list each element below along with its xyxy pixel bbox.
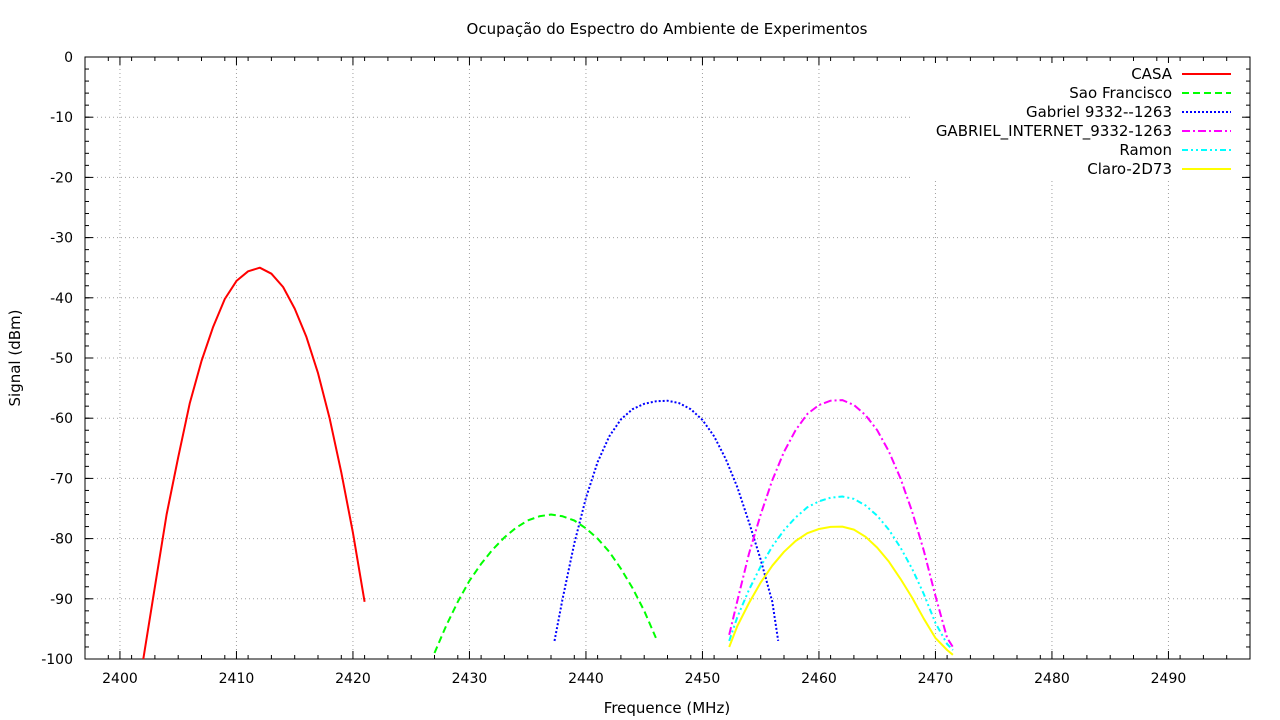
x-tick-label: 2460 [801, 671, 837, 687]
y-tick-label: -70 [50, 471, 73, 487]
series-line-5 [728, 525, 954, 656]
x-tick-label: 2440 [568, 671, 604, 687]
x-tick-label: 2450 [685, 671, 721, 687]
series-line-3 [728, 399, 954, 648]
legend-label: Gabriel 9332--1263 [1026, 103, 1172, 121]
x-tick-label: 2410 [219, 671, 255, 687]
series-lines [142, 266, 954, 660]
y-tick-label: -30 [50, 231, 73, 247]
series-line-4 [728, 495, 954, 651]
legend-background [912, 63, 1242, 180]
y-axis-title: Signal (dBm) [6, 310, 24, 407]
y-tick-label: 0 [64, 50, 73, 66]
x-tick-label: 2480 [1034, 671, 1070, 687]
y-tick-label: -40 [50, 291, 73, 307]
legend-label: Claro-2D73 [1087, 160, 1172, 178]
x-tick-label: 2420 [335, 671, 371, 687]
legend-label: Sao Francisco [1069, 84, 1172, 102]
x-axis-title: Frequence (MHz) [604, 699, 730, 717]
x-tick-label: 2490 [1151, 671, 1187, 687]
y-tick-label: -80 [50, 532, 73, 548]
y-tick-label: -50 [50, 351, 73, 367]
x-tick-label: 2400 [102, 671, 138, 687]
y-tick-label: -90 [50, 592, 73, 608]
x-tick-label: 2470 [918, 671, 954, 687]
legend-label: CASA [1131, 65, 1173, 83]
y-tick-label: -20 [50, 170, 73, 186]
series-line-2 [553, 399, 780, 642]
y-tick-label: -100 [41, 652, 73, 668]
x-tick-label: 2430 [452, 671, 488, 687]
series-line-1 [433, 513, 657, 654]
y-tick-label: -10 [50, 110, 73, 126]
series-line-0 [142, 266, 366, 660]
y-tick-label: -60 [50, 411, 73, 427]
legend-label: GABRIEL_INTERNET_9332-1263 [936, 122, 1172, 141]
chart-title: Ocupação do Espectro do Ambiente de Expe… [467, 20, 868, 38]
axis-ticks: 2400 2410 2420 2430 2440 2450 2460 2470 2480 2490… [41, 50, 1251, 687]
legend-label: Ramon [1119, 141, 1172, 159]
